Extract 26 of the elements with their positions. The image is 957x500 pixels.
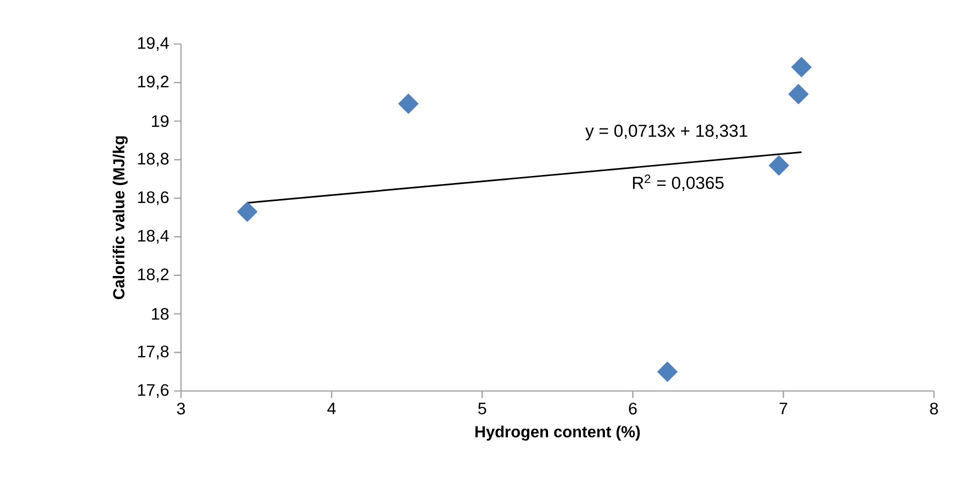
y-tick-label: 18,8 (138, 152, 169, 167)
y-axis-title: Calorific value (MJ/kg (112, 136, 128, 300)
x-tick-label: 3 (176, 402, 185, 415)
point (788, 84, 809, 104)
y-tick-label: 19,2 (138, 76, 168, 90)
x-tick-label: 6 (629, 402, 637, 415)
annotation: y = 0,0713x + 18,331 (585, 124, 748, 140)
point (237, 202, 258, 222)
point (791, 56, 812, 78)
x-tick-label: 5 (478, 402, 486, 414)
annotation: R$^{2}$ = 0,0365 (633, 174, 724, 192)
x-tick-label: 7 (780, 402, 788, 414)
y-tick-label: 19 (152, 115, 169, 128)
x-tick-label: 8 (930, 402, 938, 415)
point (657, 362, 678, 382)
point (398, 94, 419, 114)
y-tick-label: 18,4 (138, 230, 169, 244)
x-tick-label: 4 (327, 402, 336, 414)
y-tick-label: 19,4 (138, 37, 169, 51)
x-axis-title: Hydrogen content (%) (475, 426, 640, 441)
y-tick-label: 17,8 (138, 346, 169, 360)
point (768, 155, 790, 176)
y-tick-label: 18 (152, 308, 169, 320)
y-tick-label: 18,6 (138, 191, 169, 206)
y-tick-label: 17,6 (138, 384, 169, 398)
y-tick-label: 18,2 (138, 268, 168, 282)
